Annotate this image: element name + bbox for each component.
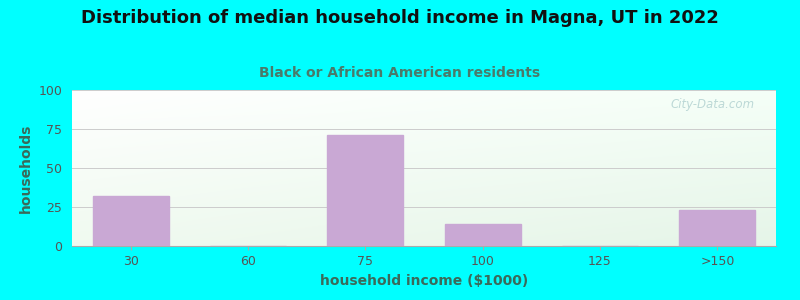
Text: City-Data.com: City-Data.com [670,98,755,111]
Bar [445,224,521,246]
Bar [327,135,403,246]
Text: Distribution of median household income in Magna, UT in 2022: Distribution of median household income … [81,9,719,27]
Bar [679,210,755,246]
Bar [93,196,169,246]
Y-axis label: households: households [19,123,33,213]
Text: Black or African American residents: Black or African American residents [259,66,541,80]
X-axis label: household income ($1000): household income ($1000) [320,274,528,288]
